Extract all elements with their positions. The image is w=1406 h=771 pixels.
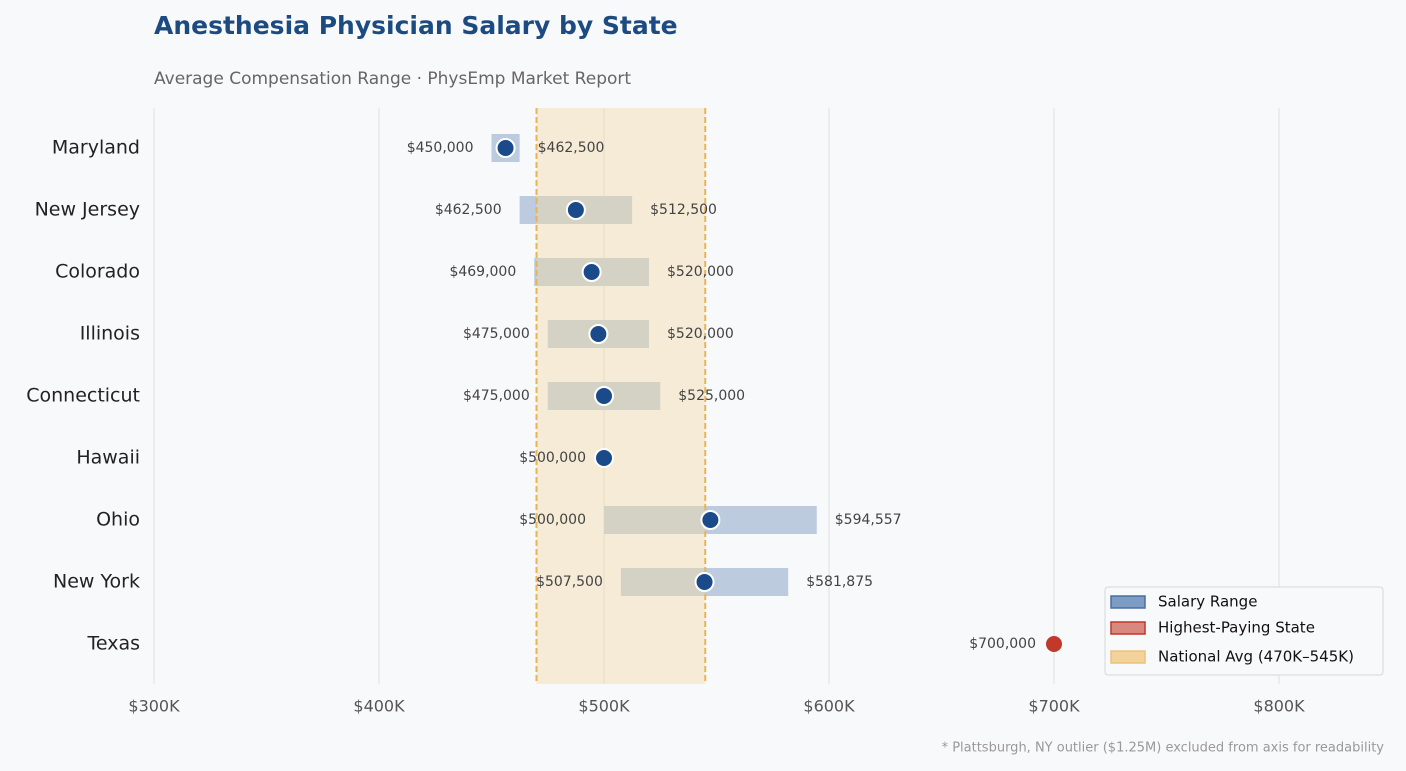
average-dot [594,386,614,406]
x-tick-label: $500K [578,697,630,716]
average-dot [588,324,609,344]
value-label: $475,000 [463,326,530,342]
y-tick-label: Ohio [96,509,140,531]
value-label: $462,500 [435,202,502,218]
legend-swatch [1110,595,1146,609]
x-tick-label: $600K [803,697,855,716]
x-tick-label: $300K [128,697,180,716]
y-tick-label: Hawaii [76,447,140,469]
value-label: $520,000 [667,326,734,342]
value-label: $469,000 [449,264,516,280]
value-label: $450,000 [407,140,474,156]
value-label: $475,000 [463,388,530,404]
x-tick-label: $400K [353,697,405,716]
average-dot [581,262,602,282]
y-tick-label: Connecticut [26,385,140,407]
value-label: $700,000 [969,636,1036,652]
chart-title: Anesthesia Physician Salary by State [154,11,678,40]
average-dot [565,200,586,220]
value-label: $500,000 [519,450,586,466]
y-tick-label: Texas [86,633,140,655]
value-label: $462,500 [538,140,605,156]
average-dot [594,448,614,468]
x-tick-label: $700K [1028,697,1080,716]
y-tick-label: New Jersey [35,199,140,221]
reference-band [536,108,706,684]
legend-box [1104,586,1384,676]
footnote: * Plattsburgh, NY outlier ($1.25M) exclu… [942,741,1385,756]
value-label: $594,557 [835,512,902,528]
y-tick-label: Colorado [55,261,140,283]
y-tick-label: New York [53,571,140,593]
average-dot [700,510,721,530]
legend-label: Salary Range [1158,593,1257,611]
legend-label: Highest-Paying State [1158,619,1315,637]
value-label: $525,000 [678,388,745,404]
average-dot [495,138,516,158]
y-tick-label: Illinois [80,323,140,345]
x-tick-label: $800K [1253,697,1305,716]
value-label: $500,000 [519,512,586,528]
legend-swatch [1110,650,1146,664]
legend-swatch [1110,621,1146,635]
value-label: $512,500 [650,202,717,218]
average-dot [694,572,715,592]
y-tick-label: Maryland [52,137,140,159]
chart-subtitle: Average Compensation Range · PhysEmp Mar… [154,69,631,89]
value-label: $507,500 [536,574,603,590]
value-label: $581,875 [806,574,873,590]
average-dot [1046,636,1062,652]
legend: Salary Range Highest-Paying State National… [1104,586,1384,676]
value-label: $520,000 [667,264,734,280]
legend-label: National Avg (470K–545K) [1158,648,1354,666]
